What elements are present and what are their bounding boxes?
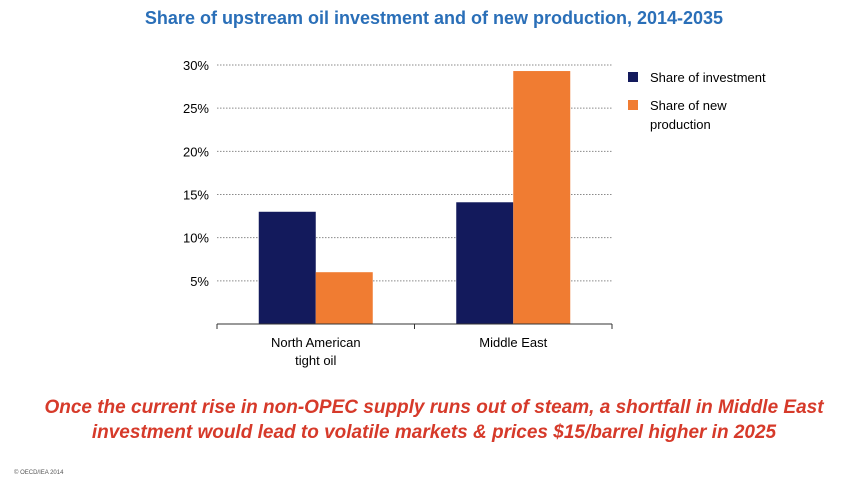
legend: Share of investment Share of new productio… (628, 70, 766, 132)
copyright-footer: © OECD/IEA 2014 (14, 470, 64, 476)
bars (258, 71, 571, 324)
category-label: North American tight oil (271, 335, 361, 368)
y-tick-label: 30% (183, 58, 209, 73)
x-axis (216, 323, 613, 329)
bar-investment-0 (258, 211, 316, 324)
y-tick-label: 10% (183, 231, 209, 246)
caption-line-2: investment would lead to volatile market… (91, 422, 777, 443)
legend-label: Share of investment (650, 70, 766, 85)
category-label: Middle East (479, 335, 547, 350)
chart-title: Share of upstream oil investment and of … (144, 8, 724, 28)
bar-new-production-0 (315, 272, 373, 324)
y-tick-label: 15% (183, 188, 209, 203)
x-axis-categories: North American tight oil Middle East (271, 335, 548, 368)
y-tick-label: 5% (190, 274, 209, 289)
legend-swatch (628, 72, 638, 82)
legend-label: Share of new production (650, 98, 727, 132)
bar-investment-1 (456, 202, 514, 324)
legend-swatch (628, 100, 638, 110)
bar-new-production-1 (513, 71, 571, 324)
y-tick-label: 25% (183, 101, 209, 116)
caption-line-1: Once the current rise in non-OPEC supply… (44, 397, 824, 418)
y-tick-label: 20% (183, 144, 209, 159)
caption: Once the current rise in non-OPEC supply… (0, 395, 868, 445)
y-axis-ticks: 5% 10% 15% 20% 25% 30% (183, 58, 209, 289)
